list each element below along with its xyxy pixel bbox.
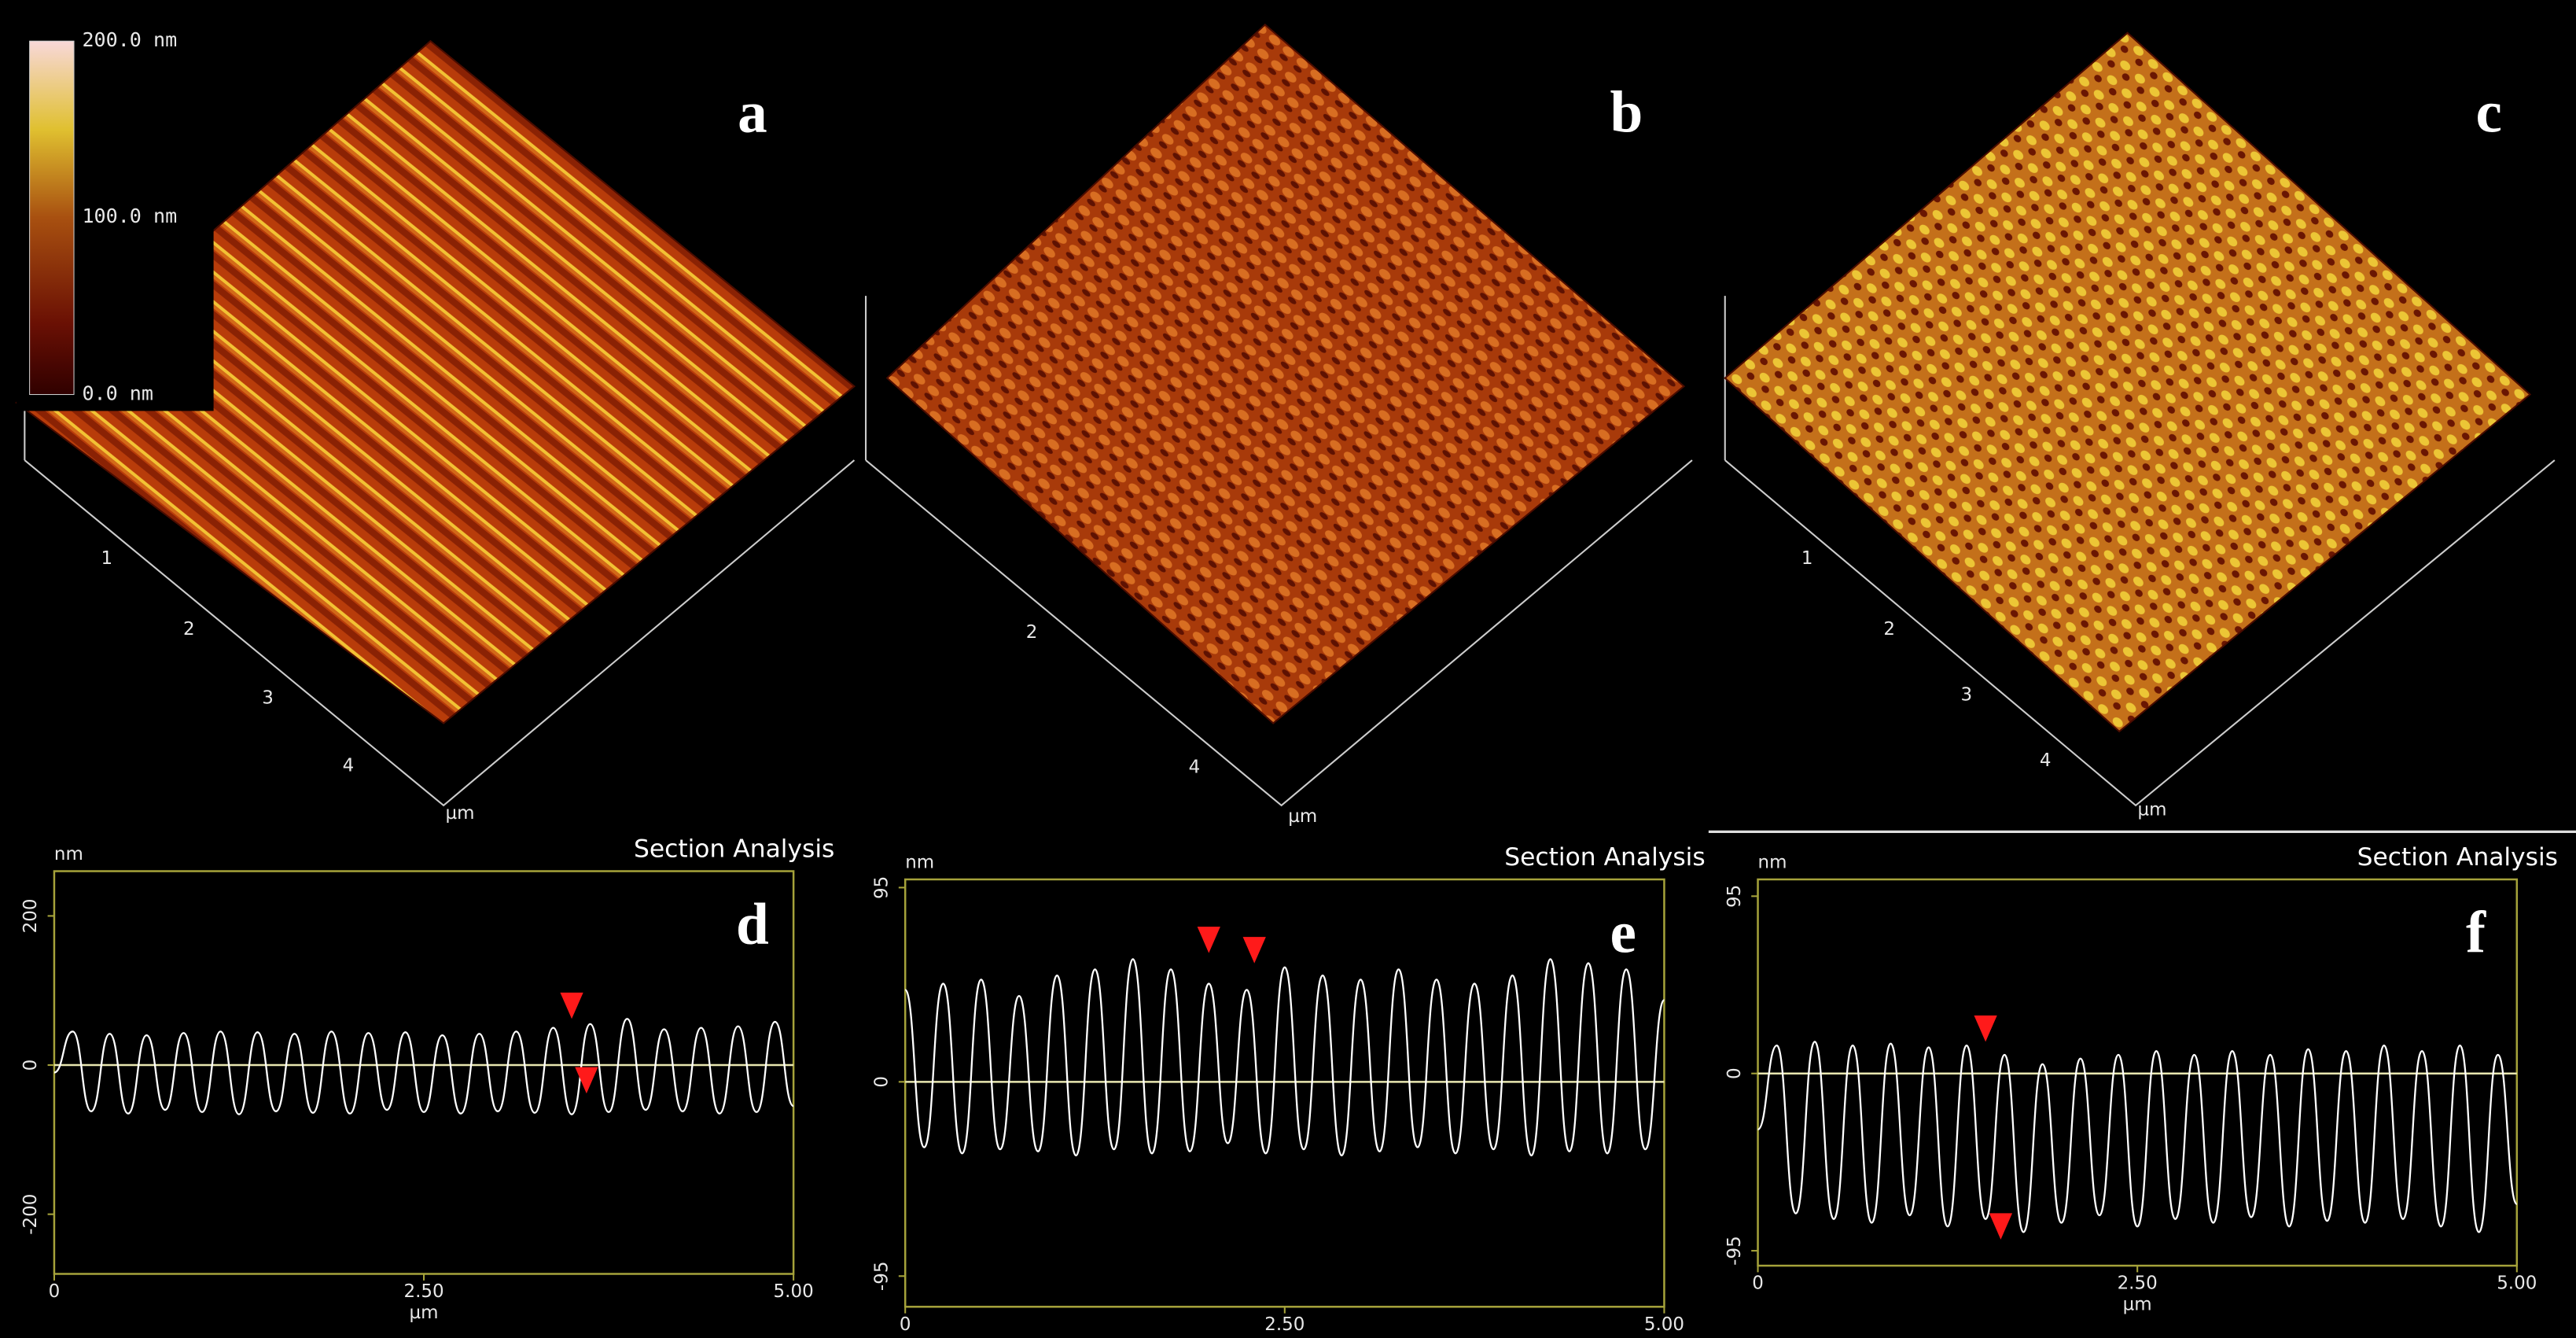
colorbar-label: 100.0 nm (82, 205, 177, 227)
afm-surface (885, 23, 1686, 724)
chart-title: Section Analysis (1504, 843, 1705, 872)
x-tick-label: 0 (1752, 1273, 1764, 1294)
colorbar (29, 40, 75, 396)
y-tick-label: -200 (20, 1194, 41, 1235)
panel-letter: b (1610, 80, 1643, 146)
y-tick-label: 0 (1724, 1067, 1745, 1079)
profile-line (1757, 1041, 2518, 1233)
x-tick-label: 2.50 (2118, 1273, 2158, 1294)
surface-axis-label: 2 (183, 619, 195, 640)
y-tick-label: -95 (1724, 1236, 1745, 1266)
surface-unit: µm (446, 803, 475, 824)
y-axis-label: nm (54, 844, 83, 864)
y-tick-label: 95 (1724, 885, 1745, 908)
surface-axis-label: 4 (1189, 757, 1201, 777)
surface-unit: µm (2137, 800, 2166, 820)
cursor-marker (575, 1067, 598, 1094)
x-tick-label: 5.00 (1644, 1314, 1684, 1335)
y-tick-label: 0 (20, 1060, 41, 1071)
cursor-marker (1974, 1015, 1997, 1042)
surface-axis-label: 4 (2040, 750, 2052, 771)
surface-axes (1724, 459, 2556, 807)
surface-axis-label: 3 (262, 688, 274, 709)
chart-title: Section Analysis (2357, 843, 2558, 872)
y-tick-label: 0 (871, 1076, 892, 1088)
surface-axis-label: 2 (1026, 622, 1038, 643)
profile-line (904, 958, 1665, 1157)
x-axis-label: µm (410, 1303, 439, 1323)
panel-letter: f (2466, 900, 2486, 965)
x-axis-label: µm (1270, 1336, 1299, 1338)
cursor-marker (1197, 927, 1220, 953)
y-tick-label: 200 (20, 898, 41, 933)
surface-axes (865, 459, 1693, 807)
x-axis-label: µm (2123, 1295, 2152, 1315)
cursor-marker (1242, 937, 1266, 964)
x-tick-label: 2.50 (403, 1281, 443, 1302)
surface-axis-label: 2 (1883, 619, 1895, 640)
panel-letter: c (2476, 80, 2502, 146)
colorbar-label: 0.0 nm (82, 382, 153, 405)
x-tick-label: 5.00 (774, 1281, 814, 1302)
x-tick-label: 5.00 (2497, 1273, 2537, 1294)
panel-letter: a (738, 80, 767, 146)
surface-unit: µm (1288, 806, 1317, 827)
x-tick-label: 0 (49, 1281, 61, 1302)
afm-surface (1724, 31, 2532, 733)
x-tick-label: 2.50 (1264, 1314, 1305, 1335)
cursor-marker (1989, 1213, 2013, 1240)
x-tick-label: 0 (900, 1314, 911, 1335)
chart-title: Section Analysis (634, 835, 834, 863)
cursor-marker (560, 992, 583, 1019)
y-tick-label: -95 (871, 1262, 892, 1292)
y-axis-label: nm (905, 853, 934, 873)
panel-letter: d (736, 892, 769, 957)
profile-line (53, 1018, 795, 1115)
y-axis-label: nm (1758, 853, 1787, 873)
y-tick-label: 95 (871, 876, 892, 899)
panel-letter: e (1610, 900, 1636, 965)
surface-axis-label: 3 (1961, 684, 1973, 705)
surface-axes (24, 459, 856, 807)
surface-axis-label: 4 (343, 755, 355, 776)
colorbar-label: 200.0 nm (82, 28, 177, 51)
surface-axis-label: 1 (1801, 548, 1813, 569)
surface-axis-label: 1 (101, 548, 112, 569)
